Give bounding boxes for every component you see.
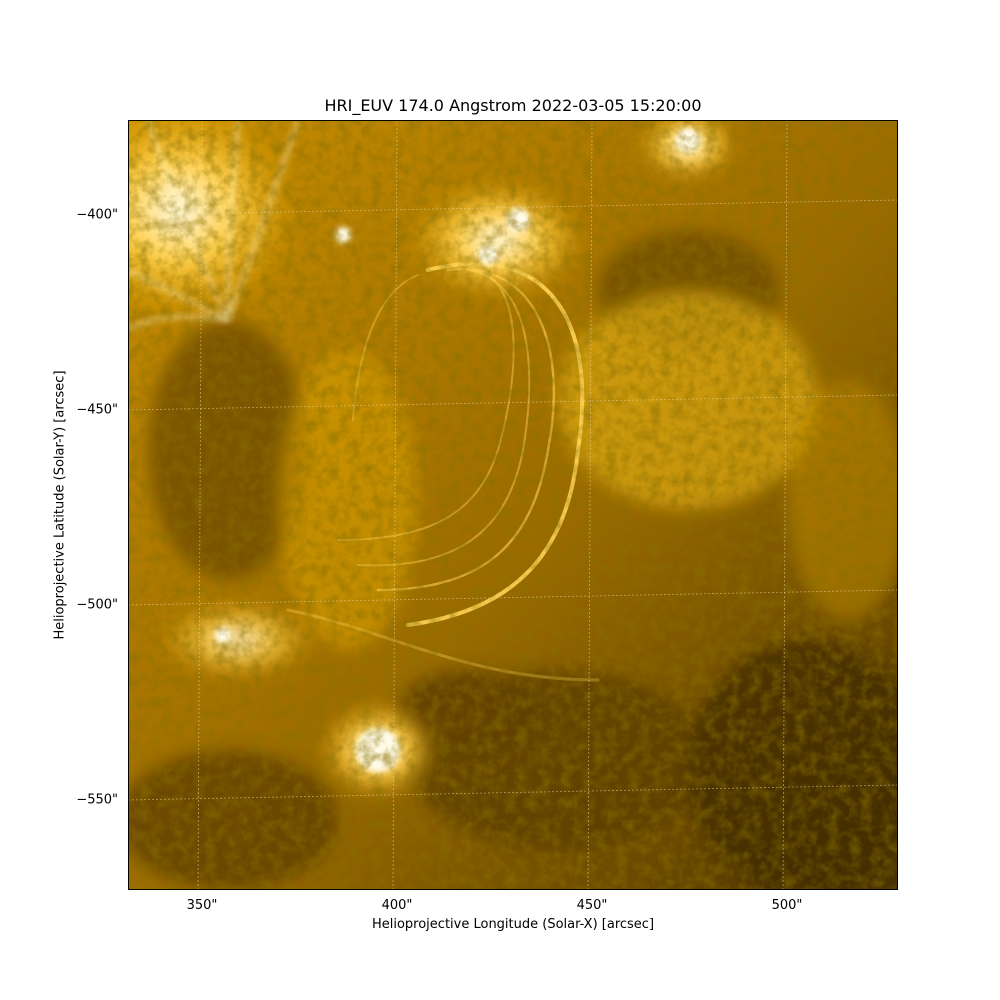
solar-image-plot	[128, 120, 898, 890]
coordinate-grid	[128, 120, 898, 890]
y-tick-label: −450"	[76, 402, 118, 418]
x-tick-label: 450"	[576, 898, 608, 913]
y-tick-label: −400"	[76, 207, 118, 223]
figure-title: HRI_EUV 174.0 Angstrom 2022-03-05 15:20:…	[324, 96, 702, 115]
y-tick-label: −550"	[76, 792, 118, 808]
x-tick-label: 500"	[771, 898, 803, 913]
x-tick-label: 400"	[381, 898, 413, 913]
y-tick-label: −500"	[76, 597, 118, 613]
plot-frame	[128, 120, 898, 890]
y-axis-label: Helioprojective Latitude (Solar-Y) [arcs…	[52, 370, 68, 640]
x-tick-label: 350"	[186, 898, 218, 913]
x-axis-label: Helioprojective Longitude (Solar-X) [arc…	[371, 917, 655, 932]
texture-grain	[128, 120, 898, 890]
